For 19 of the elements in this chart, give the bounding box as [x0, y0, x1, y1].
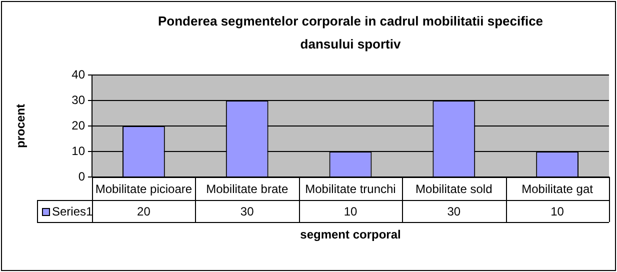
x-axis-title: segment corporal: [300, 227, 401, 242]
data-label: 10: [550, 204, 564, 218]
y-tick-label: 40: [72, 67, 86, 82]
x-tick-label: Mobilitate trunchi: [305, 182, 396, 196]
legend-label: Series1: [52, 204, 94, 218]
y-tick-label: 0: [78, 169, 86, 184]
x-tick-label: Mobilitate gat: [522, 182, 594, 196]
y-axis-title: procent: [14, 104, 28, 148]
data-label: 20: [137, 204, 151, 218]
y-tick-label: 20: [72, 118, 86, 132]
y-tick-label: 30: [72, 92, 86, 107]
data-label: 30: [447, 204, 461, 218]
data-label: 10: [344, 204, 358, 218]
x-tick-label: Mobilitate sold: [416, 182, 492, 196]
chart-title: Ponderea segmentelor corporale in cadrul mobilitatii specifice dansului sportiv: [158, 14, 544, 52]
x-tick-label: Mobilitate picioare: [95, 182, 192, 196]
data-label: 30: [240, 204, 254, 218]
x-tick-label: Mobilitate brate: [206, 182, 288, 196]
y-tick-label: 10: [72, 144, 86, 158]
